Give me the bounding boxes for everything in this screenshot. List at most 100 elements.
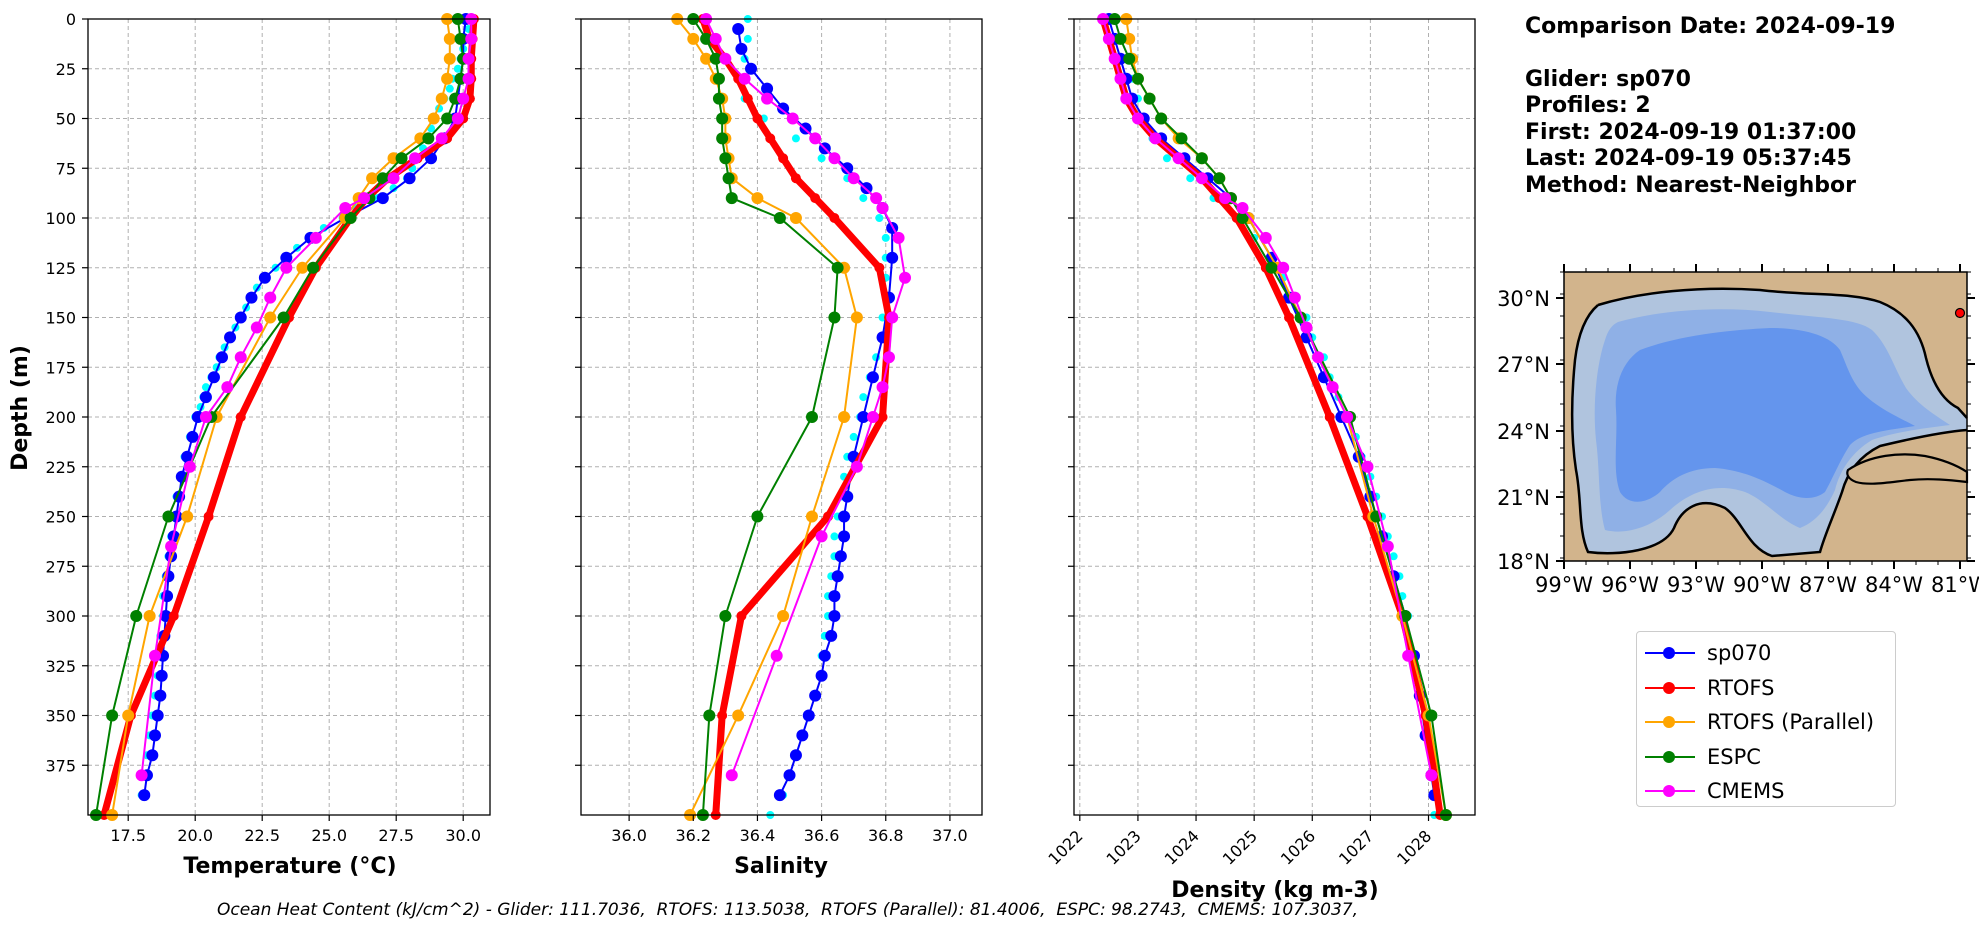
data-point-sp070 <box>886 251 899 264</box>
y-axis-label: Depth (m) <box>8 345 33 471</box>
data-point-rtofs-parallel <box>443 32 456 45</box>
data-point-cmems <box>339 202 352 215</box>
data-point-glider-raw <box>389 184 398 193</box>
density-axis-label: Density (kg m-3) <box>1171 878 1379 903</box>
density-panel: 1022 1023 1024 1025 1026 1027 1028 <box>1044 13 1476 869</box>
y-tick-label: 50 <box>56 110 76 129</box>
series-line-cmems <box>1102 18 1433 776</box>
y-tick-label: 150 <box>45 309 76 328</box>
data-point-sp070 <box>149 729 161 742</box>
data-point-cmems <box>725 769 738 782</box>
data-point-sp070 <box>809 689 822 702</box>
data-point-cmems <box>1425 769 1438 782</box>
data-point-rtofs <box>810 193 821 204</box>
data-point-cmems <box>1172 152 1185 165</box>
data-point-cmems <box>738 72 751 85</box>
data-point-cmems <box>465 32 478 45</box>
temperature-panel: 0 25 50 75 100 125 150 175 200 225 250 275 300 325 350… <box>45 10 491 845</box>
data-point-sp070 <box>154 689 167 702</box>
data-point-glider-raw <box>1162 154 1171 163</box>
profile-count: Profiles: 2 <box>1525 93 1651 118</box>
data-point-sp070 <box>828 610 841 622</box>
data-point-espc <box>1265 261 1278 274</box>
y-tick-label: 100 <box>45 209 76 228</box>
x-tick-label: 1025 <box>1219 826 1261 868</box>
data-point-rtofs-parallel <box>427 112 440 125</box>
data-point-sp070 <box>866 371 879 384</box>
y-tick-label: 375 <box>45 756 76 775</box>
data-point-sp070 <box>155 669 168 682</box>
data-point-espc <box>712 92 725 105</box>
data-point-espc <box>722 172 735 185</box>
data-point-cmems <box>1149 132 1162 145</box>
data-point-cmems <box>451 112 464 125</box>
data-point-cmems <box>1108 52 1121 65</box>
legend-item-rtofs: RTOFS <box>1645 671 1895 706</box>
data-point-espc <box>1123 52 1136 65</box>
data-point-cmems <box>1277 261 1290 274</box>
data-point-glider-raw <box>453 64 462 73</box>
data-point-cmems <box>1402 649 1415 662</box>
data-point-rtofs <box>168 611 179 621</box>
data-point-espc <box>828 311 841 324</box>
legend-marker <box>1645 715 1695 729</box>
data-point-rtofs <box>717 710 728 721</box>
data-point-sp070 <box>838 510 851 523</box>
data-point-espc <box>831 261 844 274</box>
lon-label: 93°W <box>1667 573 1725 597</box>
method: Method: Nearest-Neighbor <box>1525 172 1856 198</box>
data-point-rtofs-parallel <box>122 709 135 722</box>
y-tick-label: 25 <box>56 60 76 79</box>
series-line-cmems <box>140 19 473 776</box>
last-time: Last: 2024-09-19 05:37:45 <box>1525 146 1852 171</box>
legend-label: sp070 <box>1707 641 1772 666</box>
data-point-cmems <box>828 152 841 165</box>
data-point-rtofs <box>877 412 888 422</box>
data-point-cmems <box>709 32 722 45</box>
data-point-cmems <box>280 261 293 274</box>
data-point-sp070 <box>841 162 854 175</box>
first-time: First: 2024-09-19 01:37:00 <box>1525 119 1857 145</box>
data-point-cmems <box>1219 192 1232 205</box>
data-point-glider-raw <box>817 154 826 163</box>
data-point-espc <box>106 709 119 722</box>
data-point-espc <box>700 32 713 45</box>
data-point-rtofs-parallel <box>850 311 863 324</box>
data-point-rtofs-parallel <box>687 32 700 45</box>
data-point-sp070 <box>376 192 389 205</box>
data-point-sp070 <box>789 749 802 762</box>
data-point-sp070 <box>857 411 870 423</box>
data-point-glider-raw <box>201 383 210 392</box>
y-tick-label: 225 <box>45 458 76 477</box>
data-point-cmems <box>149 649 161 662</box>
data-point-espc <box>441 112 454 125</box>
data-point-espc <box>751 510 764 523</box>
data-point-espc <box>719 152 732 165</box>
data-point-cmems <box>786 112 799 125</box>
glider-name: Glider: sp070 <box>1525 66 1691 92</box>
lon-label: 87°W <box>1799 573 1857 597</box>
legend-label: RTOFS (Parallel) <box>1707 710 1875 735</box>
data-point-glider-raw <box>875 214 884 222</box>
data-point-rtofs-parallel <box>805 510 818 523</box>
x-tick-label: 20.0 <box>177 826 213 845</box>
data-point-rtofs-parallel <box>181 510 194 523</box>
data-point-rtofs-parallel <box>777 610 790 622</box>
x-tick-label: 1024 <box>1161 826 1203 868</box>
data-point-sp070 <box>818 649 831 662</box>
data-point-cmems <box>135 769 148 782</box>
map-ticks: 30°N 27°N 24°N 21°N 18°N99°W 96°W 93°W 90°W 87°W… <box>1497 264 1979 597</box>
data-point-espc <box>1425 709 1438 722</box>
data-point-cmems <box>462 72 475 85</box>
data-point-espc <box>1155 112 1168 125</box>
data-point-cmems <box>1236 202 1249 215</box>
data-point-glider-raw <box>830 532 839 541</box>
lon-label: 84°W <box>1865 573 1923 597</box>
data-point-espc <box>162 510 175 523</box>
data-point-sp070 <box>186 430 199 443</box>
data-point-cmems <box>1259 231 1272 244</box>
x-tick-label: 1026 <box>1277 826 1319 868</box>
data-point-sp070 <box>403 172 416 185</box>
data-point-rtofs-parallel <box>296 261 309 274</box>
data-point-cmems <box>1300 321 1313 334</box>
